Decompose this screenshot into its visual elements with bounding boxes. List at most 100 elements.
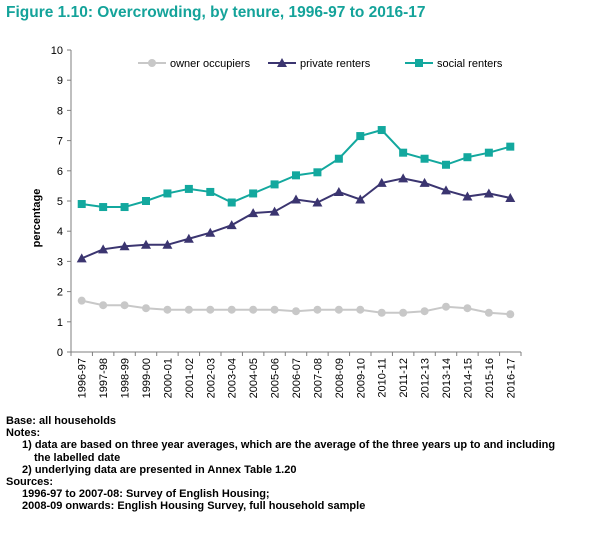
marker-triangle	[291, 194, 301, 204]
marker-square	[120, 203, 129, 212]
y-tick-label: 1	[57, 317, 63, 329]
x-tick-label: 2010-11	[377, 358, 389, 398]
marker-circle	[313, 305, 322, 314]
marker-square	[356, 132, 365, 141]
marker-triangle	[98, 244, 109, 254]
marker-circle	[184, 305, 193, 314]
marker-square	[415, 59, 423, 67]
marker-square	[463, 153, 472, 162]
marker-circle	[356, 305, 365, 314]
marker-circle	[399, 308, 408, 317]
marker-square	[442, 160, 450, 169]
x-tick-label: 2007-08	[312, 358, 324, 398]
note-1-line-2: the labelled date	[34, 451, 121, 464]
note-2: 2) underlying data are presented in Anne…	[22, 463, 297, 476]
y-tick-label: 0	[57, 347, 63, 359]
marker-circle	[442, 302, 450, 311]
marker-square	[227, 198, 236, 207]
x-tick-label: 1998-99	[120, 358, 132, 398]
chart-series	[76, 126, 516, 319]
x-tick-label: 2009-10	[355, 358, 367, 398]
notes-heading: Notes:	[6, 427, 41, 440]
y-tick-label: 8	[57, 105, 63, 117]
marker-square	[184, 184, 193, 193]
x-tick-label: 2011-12	[398, 358, 410, 398]
y-tick-label: 10	[51, 45, 63, 57]
marker-circle	[77, 296, 86, 305]
source-1: 1996-97 to 2007-08: Survey of English Ho…	[22, 488, 270, 501]
legend-label: owner occupiers	[170, 58, 251, 70]
marker-circle	[99, 301, 108, 310]
x-tick-label: 1997-98	[98, 358, 110, 398]
marker-circle	[142, 304, 150, 313]
y-tick-label: 5	[57, 196, 63, 208]
marker-circle	[420, 307, 429, 316]
marker-triangle	[205, 227, 216, 237]
x-tick-label: 2008-09	[334, 358, 346, 398]
marker-circle	[249, 305, 258, 314]
sources-heading: Sources:	[6, 476, 54, 489]
x-tick-label: 2005-06	[270, 358, 282, 398]
marker-triangle	[162, 239, 173, 249]
x-tick-label: 2016-17	[505, 358, 517, 398]
marker-circle	[506, 310, 515, 319]
base-note: Base: all households	[6, 415, 117, 427]
marker-triangle	[333, 186, 344, 196]
figure-notes: Base: all households Notes: 1) data are …	[6, 415, 606, 513]
marker-square	[77, 200, 86, 209]
marker-triangle	[248, 208, 259, 218]
marker-triangle	[355, 194, 366, 204]
marker-square	[142, 197, 150, 205]
note-1-line-1: 1) data are based on three year averages…	[22, 439, 556, 452]
x-tick-label: 2013-14	[441, 358, 453, 398]
x-tick-label: 2000-01	[162, 358, 174, 398]
marker-triangle	[376, 177, 387, 187]
marker-circle	[227, 305, 236, 314]
source-2: 2008-09 onwards: English Housing Survey,…	[22, 500, 366, 513]
marker-circle	[377, 308, 386, 317]
marker-square	[484, 148, 493, 157]
y-tick-label: 6	[57, 166, 63, 178]
marker-square	[506, 142, 515, 151]
marker-triangle	[277, 58, 287, 67]
marker-square	[334, 154, 343, 163]
marker-triangle	[76, 253, 87, 263]
y-axis-label: percentage	[31, 189, 43, 248]
marker-square	[249, 189, 258, 198]
marker-circle	[120, 301, 129, 310]
marker-square	[377, 126, 386, 135]
marker-triangle	[505, 192, 516, 202]
x-tick-label: 2014-15	[462, 358, 474, 398]
legend-label: social renters	[437, 58, 503, 70]
chart-legend: owner occupiers private renters social ren…	[138, 58, 503, 70]
line-chart: 0 1 2 3 4 5 6 7 8 9 10 1996-97 1997-98 1998-99 1999-00…	[31, 45, 522, 398]
marker-circle	[270, 305, 279, 314]
x-tick-label: 1996-97	[77, 358, 89, 398]
marker-circle	[334, 305, 343, 314]
x-tick-label: 1999-00	[141, 358, 153, 398]
marker-square	[420, 154, 429, 163]
marker-circle	[484, 308, 493, 317]
marker-triangle	[269, 206, 280, 216]
marker-square	[99, 203, 108, 212]
marker-square	[163, 189, 172, 198]
figure-title: Figure 1.10: Overcrowding, by tenure, 19…	[6, 4, 426, 21]
marker-triangle	[441, 185, 451, 195]
marker-triangle	[183, 233, 194, 243]
x-tick-label: 2015-16	[484, 358, 496, 398]
marker-triangle	[483, 188, 494, 198]
legend-label: private renters	[300, 58, 371, 70]
x-tick-label: 2004-05	[248, 358, 260, 398]
marker-circle	[163, 305, 172, 314]
y-tick-label: 7	[57, 136, 63, 148]
chart-axes: 0 1 2 3 4 5 6 7 8 9 10 1996-97 1997-98 1998-99 1999-00…	[51, 45, 522, 398]
marker-square	[292, 171, 300, 180]
marker-triangle	[398, 173, 409, 183]
marker-triangle	[419, 177, 430, 187]
marker-square	[313, 168, 322, 177]
x-tick-label: 2003-04	[227, 358, 239, 398]
marker-square	[270, 180, 279, 189]
y-tick-label: 2	[57, 287, 63, 299]
marker-triangle	[312, 197, 323, 207]
